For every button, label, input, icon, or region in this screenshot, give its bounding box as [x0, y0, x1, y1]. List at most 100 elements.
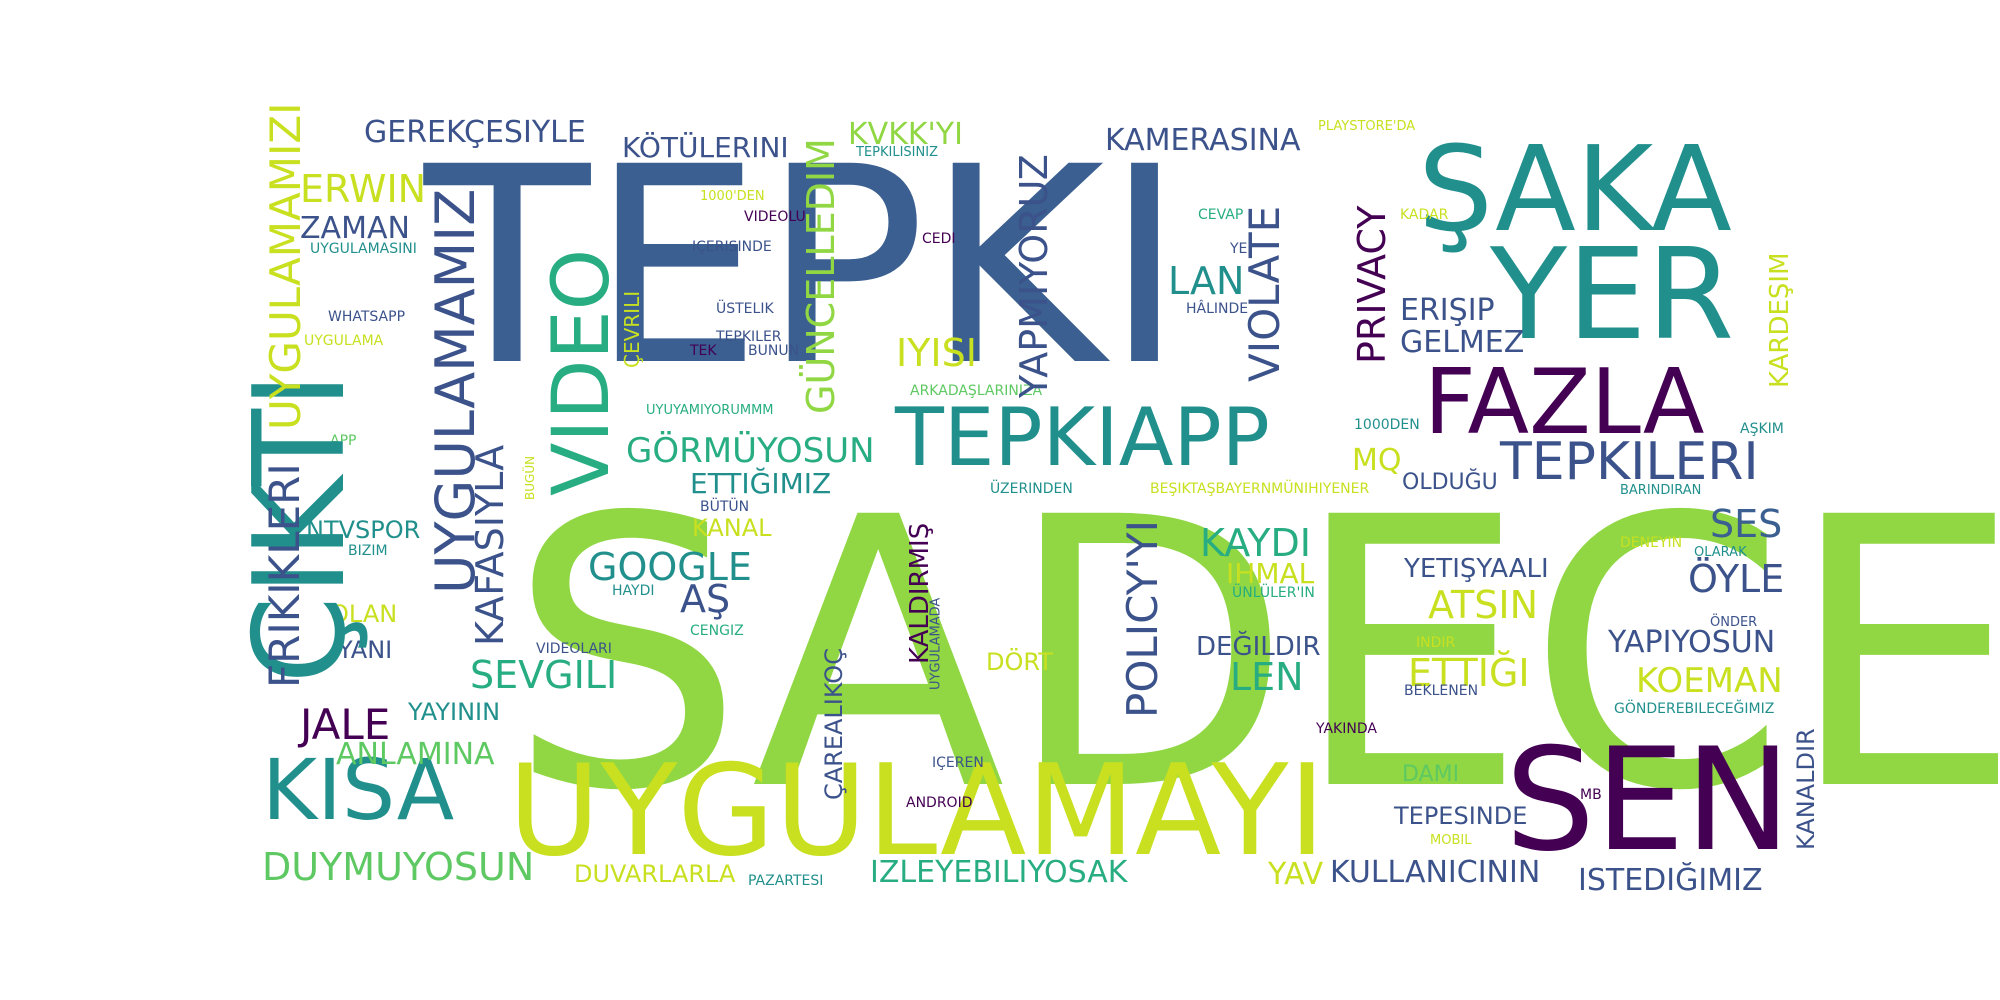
- word-dami: DAMI: [1402, 762, 1460, 787]
- word-erisip: ERIŞIP: [1400, 293, 1495, 328]
- word-ntvspor: NTVSPOR: [306, 516, 421, 544]
- word-lan: LAN: [1168, 259, 1245, 303]
- word-mq: MQ: [1352, 443, 1402, 478]
- word-erwin: ERWIN: [300, 167, 427, 211]
- word-app: APP: [330, 433, 357, 449]
- word-olarak: OLARAK: [1694, 545, 1747, 560]
- word-ses: SES: [1710, 502, 1783, 546]
- word-uygulamada: UYGULAMADA: [928, 597, 944, 690]
- word-kardesim: KARDEŞIM: [1765, 252, 1795, 389]
- word-videolari: VIDEOLARI: [536, 641, 612, 657]
- word-barindiran: BARINDIRAN: [1620, 483, 1702, 498]
- word-duvarlarla: DUVARLARLA: [574, 860, 736, 888]
- word-android: ANDROID: [906, 795, 973, 811]
- word-degildir: DEĞILDIR: [1196, 632, 1321, 662]
- word-jale: JALE: [300, 700, 391, 749]
- word-unluler: ÜNLÜLER'IN: [1232, 585, 1315, 601]
- word-tepkiler: TEPKILER: [716, 329, 782, 345]
- word-besiktas: BEŞIKTAŞBAYERNMÜNIHIYENER: [1150, 481, 1370, 497]
- word-iceren: IÇEREN: [932, 755, 984, 771]
- word-cevrili: ÇEVRILI: [620, 290, 644, 368]
- word-uygulamayi: UYGULAMAYI: [508, 737, 1326, 884]
- word-gerekcesiyle: GEREKÇESIYLE: [364, 115, 586, 150]
- word-cedi: CEDI: [922, 231, 956, 247]
- word-yetisyaali: YETIŞYAALI: [1404, 554, 1549, 584]
- word-beklenen: BEKLENEN: [1404, 683, 1479, 699]
- word-yer: YER: [1490, 221, 1735, 368]
- word-izleyebiliyosak: IZLEYEBILIYOSAK: [870, 855, 1128, 890]
- word-gormuyosun: GÖRMÜYOSUN: [626, 431, 875, 471]
- word-policyyi: POLICY'YI: [1118, 519, 1167, 718]
- word-as: AŞ: [680, 577, 731, 621]
- word-uygulama: UYGULAMA: [304, 333, 384, 349]
- word-kadar: KADAR: [1400, 207, 1449, 223]
- word-ettigi: ETTIĞI: [1408, 651, 1530, 695]
- word-privacy: PRIVACY: [1350, 205, 1394, 365]
- word-playstoreda: PLAYSTORE'DA: [1318, 119, 1416, 134]
- word-bugun: BUGÜN: [523, 455, 537, 500]
- word-fazla: FAZLA: [1424, 350, 1705, 455]
- word-google: GOOGLE: [588, 545, 752, 589]
- word-kaydi: KAYDI: [1200, 521, 1311, 565]
- word-gonderebilecegimiz: GÖNDEREBILECEĞIMIZ: [1614, 701, 1775, 717]
- word-yani: YANI: [338, 636, 393, 664]
- word-yapmiyoruz: YAPMIYORUZ: [1012, 154, 1056, 398]
- word-dort: DÖRT: [986, 648, 1053, 676]
- word-yakinda: YAKINDA: [1316, 721, 1377, 737]
- word-sadece: SADECE: [508, 439, 2000, 872]
- word-olan: OLAN: [330, 600, 398, 628]
- word-tepkileri: TEPKILERI: [1500, 432, 1759, 492]
- word-cengiz: CENGIZ: [690, 623, 744, 639]
- word-atsin: ATSIN: [1428, 583, 1539, 627]
- word-zaman: ZAMAN: [300, 211, 410, 246]
- word-guncelledim: GÜNCELLEDIM: [799, 138, 843, 414]
- word-ye: YE: [1230, 241, 1248, 257]
- word-deneyin: DENEYIN: [1620, 535, 1683, 551]
- word-whatsapp: WHATSAPP: [328, 309, 406, 325]
- word-1000den-b: 1000DEN: [1354, 417, 1420, 433]
- word-kotulerini: KÖTÜLERINI: [622, 131, 789, 164]
- word-onder: ÖNDER: [1710, 615, 1758, 630]
- word-mb: MB: [1580, 787, 1602, 803]
- word-haydi: HAYDI: [612, 583, 655, 599]
- word-mobil: MOBIL: [1430, 833, 1472, 848]
- word-uzerinden: ÜZERINDEN: [990, 481, 1073, 497]
- word-tek: TEK: [690, 343, 717, 359]
- word-uygulamamizi: UYGULAMAMIZI: [261, 102, 310, 430]
- word-kullanicinin: KULLANICININ: [1330, 855, 1541, 890]
- word-askim: AŞKIM: [1740, 421, 1784, 437]
- word-yayinin: YAYININ: [408, 698, 501, 726]
- word-kanal: KANAL: [692, 514, 772, 542]
- word-ustelik: ÜSTELIK: [716, 301, 774, 317]
- word-frikikleri: FRIKIKLERI: [260, 463, 309, 688]
- word-pazartesi: PAZARTESI: [748, 873, 824, 889]
- word-violate: VIOLATE: [1240, 205, 1289, 382]
- word-bizim: BIZIM: [348, 543, 388, 559]
- word-videolu: VIDEOLU: [744, 209, 806, 225]
- word-iyisi: IYISI: [896, 331, 977, 375]
- word-oyle: ÖYLE: [1688, 557, 1785, 601]
- word-bunun: BUNUN: [748, 343, 800, 359]
- word-video: VIDEO: [537, 248, 627, 496]
- word-kanaldir: KANALDIR: [1792, 728, 1820, 850]
- word-yav: YAV: [1268, 857, 1324, 892]
- word-duymuyosun: DUYMUYOSUN: [262, 845, 535, 889]
- word-kafasiyla: KAFASIYLA: [468, 444, 512, 646]
- word-tepesinde: TEPESINDE: [1394, 802, 1528, 830]
- word-sevgili: SEVGILI: [470, 653, 618, 697]
- word-gelmez: GELMEZ: [1400, 325, 1525, 360]
- word-yapiyosun: YAPIYOSUN: [1608, 625, 1776, 660]
- word-1000den-a: 1000'DEN: [700, 189, 765, 204]
- word-carealikoc: ÇAREALIKOÇ: [820, 648, 848, 800]
- word-uyuyamiyorummm: UYUYAMIYORUMMM: [646, 403, 774, 418]
- word-tepki: TEPKI: [424, 110, 1185, 426]
- word-ettigimiz: ETTIĞIMIZ: [690, 467, 832, 500]
- word-uygulamasini: UYGULAMASINI: [310, 241, 417, 257]
- word-saka: ŞAKA: [1418, 120, 1732, 258]
- word-tepkiapp: TEPKIAPP: [895, 391, 1270, 484]
- word-kisa: KISA: [262, 741, 455, 839]
- word-arkadaslariniza: ARKADAŞLARINIZA: [910, 383, 1043, 399]
- word-indir: INDIR: [1416, 635, 1456, 651]
- word-sen: SEN: [1505, 718, 1792, 883]
